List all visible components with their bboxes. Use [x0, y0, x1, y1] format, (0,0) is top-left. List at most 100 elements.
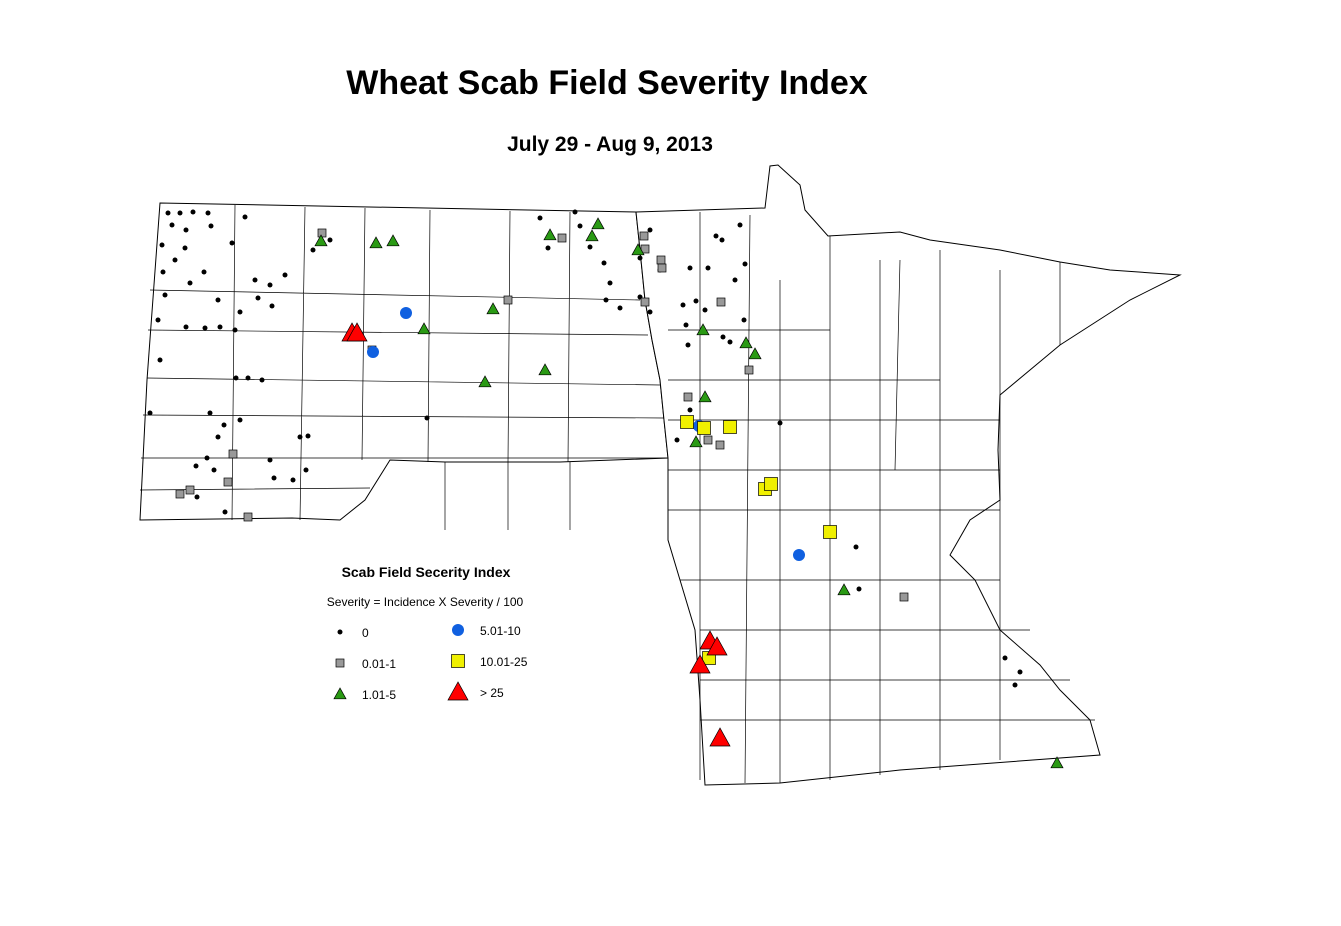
marker-square	[243, 512, 253, 522]
marker-dot	[211, 467, 217, 473]
marker-dot	[337, 629, 343, 635]
marker-dot	[205, 210, 211, 216]
marker-dot	[705, 265, 711, 271]
marker-dot	[215, 434, 221, 440]
marker-dot	[647, 309, 653, 315]
marker-square	[697, 421, 711, 435]
marker-square	[715, 440, 725, 450]
marker-triangle	[698, 390, 712, 403]
marker-dot	[237, 309, 243, 315]
marker-dot	[194, 494, 200, 500]
marker-circle	[400, 307, 412, 319]
marker-square	[716, 297, 726, 307]
marker-dot	[674, 437, 680, 443]
legend-label: 10.01-25	[480, 655, 528, 669]
marker-dot	[687, 265, 693, 271]
marker-triangle	[689, 654, 711, 674]
marker-dot	[603, 297, 609, 303]
marker-dot	[172, 257, 178, 263]
marker-dot	[545, 245, 551, 251]
marker-dot	[157, 357, 163, 363]
marker-dot	[222, 509, 228, 515]
marker-dot	[737, 222, 743, 228]
marker-dot	[687, 407, 693, 413]
marker-dot	[183, 324, 189, 330]
legend-label: 5.01-10	[480, 624, 521, 638]
marker-triangle	[837, 583, 851, 596]
marker-dot	[217, 324, 223, 330]
map-title: Wheat Scab Field Severity Index	[346, 64, 868, 102]
marker-dot	[537, 215, 543, 221]
marker-triangle	[369, 236, 383, 249]
marker-dot	[727, 339, 733, 345]
marker-square	[640, 297, 650, 307]
marker-dot	[702, 307, 708, 313]
marker-dot	[720, 334, 726, 340]
marker-dot	[233, 375, 239, 381]
marker-triangle	[696, 323, 710, 336]
marker-dot	[572, 209, 578, 215]
legend-label: 0	[362, 626, 369, 640]
marker-triangle	[386, 234, 400, 247]
marker-dot	[282, 272, 288, 278]
marker-dot	[215, 297, 221, 303]
marker-triangle	[748, 347, 762, 360]
marker-dot	[267, 457, 273, 463]
marker-triangle	[346, 322, 368, 342]
marker-square	[639, 231, 649, 241]
marker-dot	[245, 375, 251, 381]
marker-square	[175, 489, 185, 499]
marker-dot	[159, 242, 165, 248]
marker-dot	[685, 342, 691, 348]
marker-dot	[193, 463, 199, 469]
marker-triangle	[333, 687, 347, 700]
legend-label: 0.01-1	[362, 657, 396, 671]
marker-dot	[424, 415, 430, 421]
marker-square	[557, 233, 567, 243]
legend-label: > 25	[480, 686, 504, 700]
marker-dot	[853, 544, 859, 550]
marker-triangle	[631, 243, 645, 256]
marker-triangle	[709, 727, 731, 747]
map-subtitle: July 29 - Aug 9, 2013	[507, 133, 713, 156]
county-lines	[139, 204, 1095, 784]
marker-dot	[732, 277, 738, 283]
marker-square	[764, 477, 778, 491]
marker-dot	[177, 210, 183, 216]
marker-square	[703, 435, 713, 445]
marker-dot	[617, 305, 623, 311]
marker-triangle	[417, 322, 431, 335]
marker-triangle	[538, 363, 552, 376]
marker-dot	[1012, 682, 1018, 688]
marker-dot	[165, 210, 171, 216]
legend: Scab Field Secerity Index Severity = Inc…	[327, 564, 528, 702]
marker-circle	[367, 346, 379, 358]
marker-dot	[742, 261, 748, 267]
marker-dot	[719, 237, 725, 243]
marker-triangle	[543, 228, 557, 241]
marker-dot	[290, 477, 296, 483]
marker-triangle	[585, 229, 599, 242]
marker-square	[317, 228, 327, 238]
marker-square	[744, 365, 754, 375]
marker-dot	[680, 302, 686, 308]
marker-square	[656, 255, 666, 265]
marker-dot	[271, 475, 277, 481]
marker-dot	[683, 322, 689, 328]
marker-dot	[1002, 655, 1008, 661]
marker-dot	[297, 434, 303, 440]
marker-dot	[713, 233, 719, 239]
site-markers	[147, 209, 1064, 769]
marker-triangle	[591, 217, 605, 230]
marker-dot	[577, 223, 583, 229]
marker-dot	[190, 209, 196, 215]
marker-circle	[452, 624, 464, 636]
marker-square	[683, 392, 693, 402]
marker-dot	[242, 214, 248, 220]
marker-dot	[183, 227, 189, 233]
marker-dot	[232, 327, 238, 333]
north-dakota	[139, 202, 669, 521]
legend-label: 1.01-5	[362, 688, 396, 702]
marker-triangle	[1050, 756, 1064, 769]
